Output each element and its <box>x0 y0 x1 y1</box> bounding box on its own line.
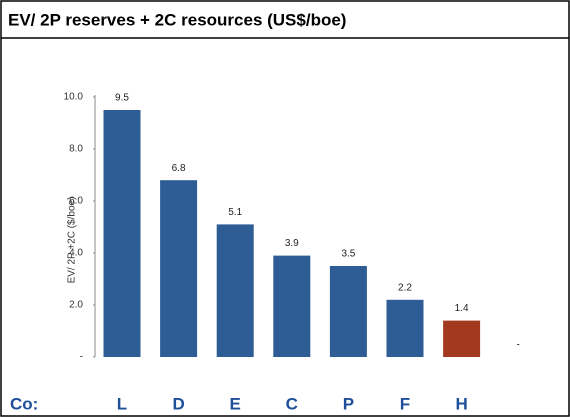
bar <box>216 224 254 357</box>
x-tick-label: L <box>117 394 127 413</box>
y-tick-label: 6.0 <box>69 196 83 207</box>
y-tick-label: 8.0 <box>69 144 83 155</box>
y-axis-label: EV/ 2P +2C ($/boe) <box>67 197 78 284</box>
value-label: 5.1 <box>228 207 242 218</box>
bar <box>160 180 198 357</box>
value-label: 1.4 <box>455 303 469 314</box>
x-tick-label: P <box>343 394 354 413</box>
value-label: 6.8 <box>172 163 186 174</box>
y-tick-label: - <box>80 352 83 363</box>
bar <box>386 299 424 357</box>
bar <box>273 255 311 357</box>
x-tick-label: E <box>230 394 241 413</box>
x-tick-label: F <box>400 394 410 413</box>
y-tick-label: 2.0 <box>69 300 83 311</box>
value-label: - <box>517 340 520 351</box>
y-tick-label: 4.0 <box>69 248 83 259</box>
bar <box>443 320 481 357</box>
value-label: 3.5 <box>341 249 355 260</box>
bar <box>103 110 141 357</box>
chart-title: EV/ 2P reserves + 2C resources (US$/boe) <box>8 10 346 29</box>
category-axis-label: Co: <box>10 394 38 413</box>
value-label: 2.2 <box>398 282 412 293</box>
value-label: 3.9 <box>285 238 299 249</box>
x-tick-label: H <box>455 394 467 413</box>
y-tick-label: 10.0 <box>64 92 84 103</box>
x-tick-label: D <box>172 394 184 413</box>
x-tick-label: C <box>286 394 298 413</box>
value-label: 9.5 <box>115 93 129 104</box>
bar <box>329 266 367 357</box>
